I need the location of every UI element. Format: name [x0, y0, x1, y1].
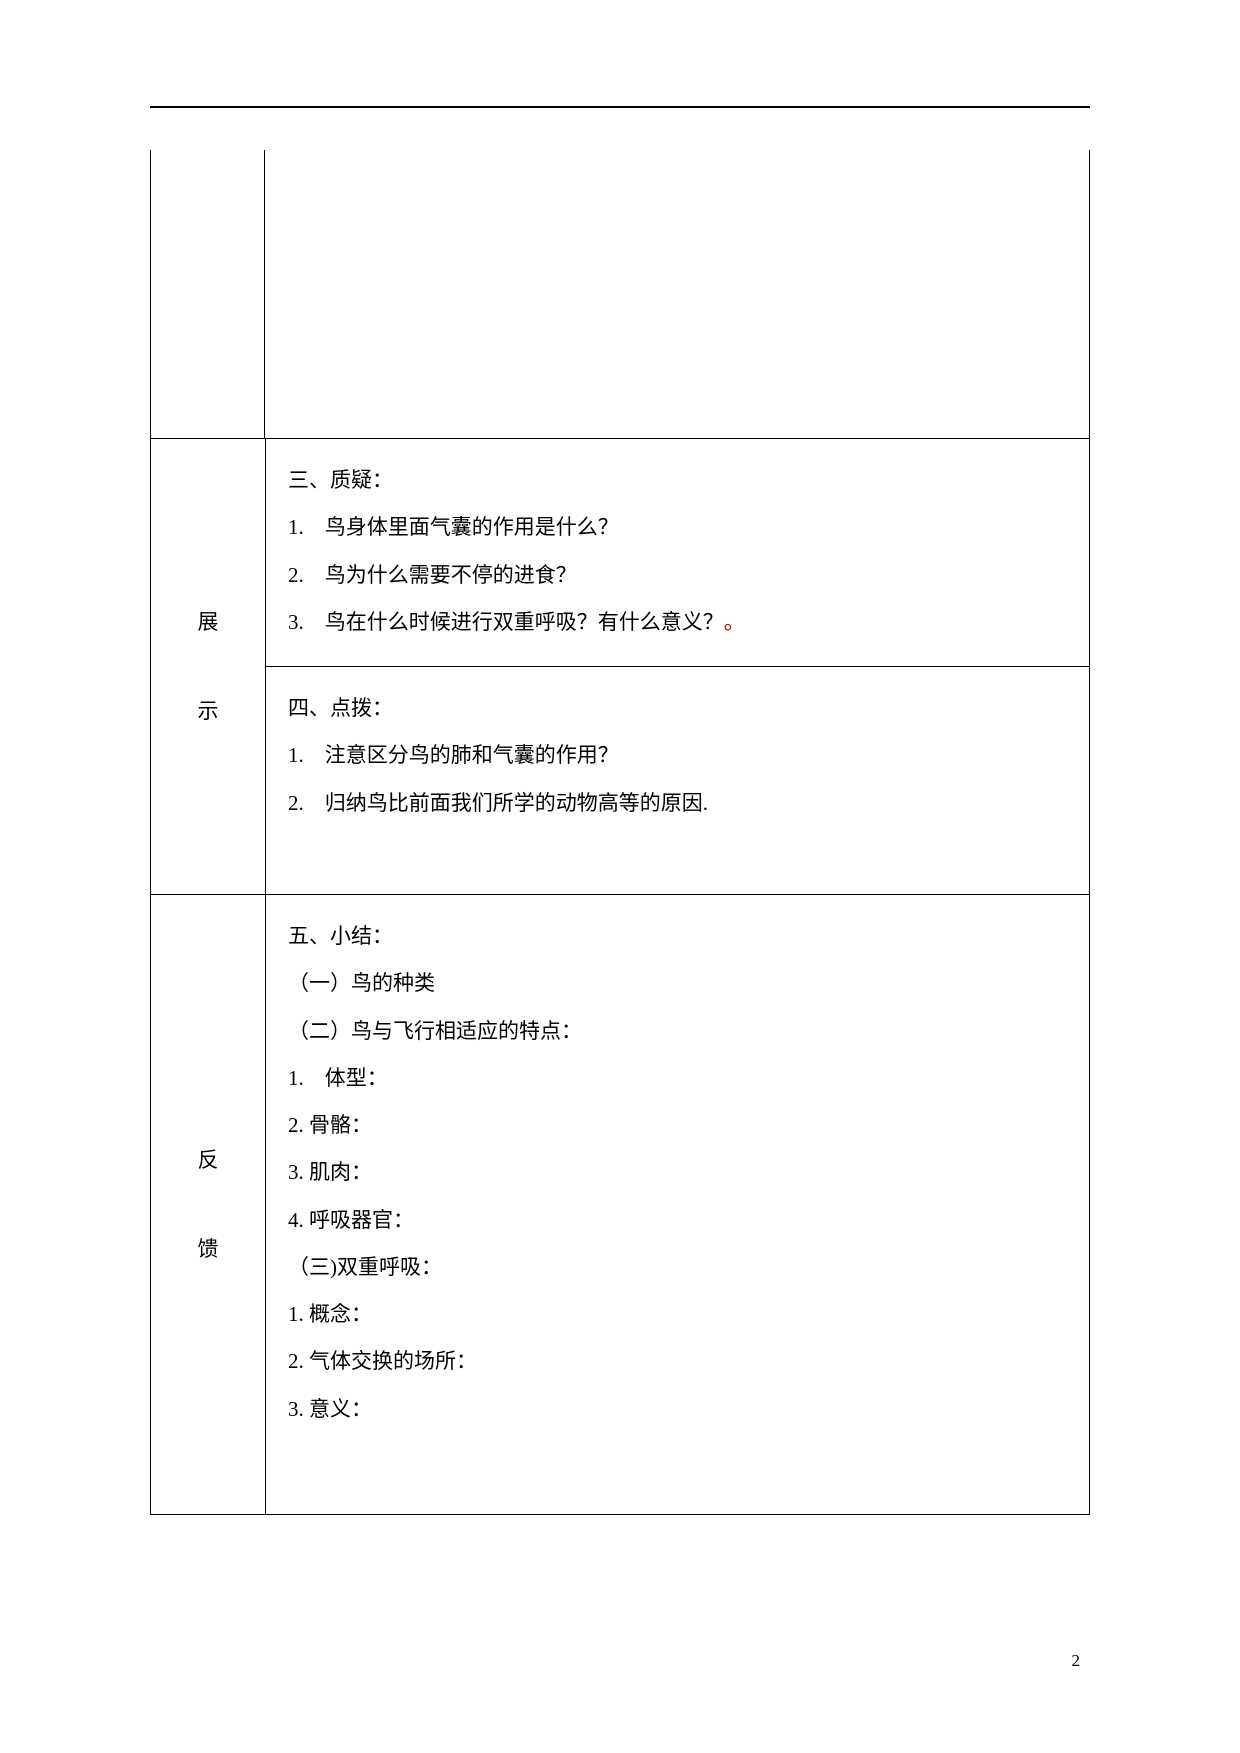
summary-s3: （三)双重呼吸：	[288, 1244, 1067, 1291]
label-feedback-line1: 反	[151, 1138, 265, 1183]
guidance-blank	[288, 827, 1067, 874]
summary-s3-1: 1. 概念：	[288, 1291, 1067, 1338]
summary-s1: （一）鸟的种类	[288, 960, 1067, 1007]
page-root: 展 示 三、质疑： 1. 鸟身体里面气囊的作用是什么？ 2. 鸟为什么需要不停的…	[0, 0, 1240, 1753]
summary-s2-1: 1. 体型：	[288, 1055, 1067, 1102]
label-display-line2: 示	[151, 689, 265, 734]
lesson-table: 展 示 三、质疑： 1. 鸟身体里面气囊的作用是什么？ 2. 鸟为什么需要不停的…	[150, 438, 1090, 1515]
summary-s3-3: 3. 意义：	[288, 1386, 1067, 1433]
question-3-dot: 。	[724, 610, 745, 634]
question-3-text: 3. 鸟在什么时候进行双重呼吸？有什么意义？	[288, 610, 724, 634]
block-questions: 三、质疑： 1. 鸟身体里面气囊的作用是什么？ 2. 鸟为什么需要不停的进食？ …	[266, 439, 1089, 667]
question-2: 2. 鸟为什么需要不停的进食？	[288, 552, 1067, 599]
label-feedback: 反 馈	[151, 895, 266, 1515]
summary-s2-2: 2. 骨骼：	[288, 1102, 1067, 1149]
summary-s2-3: 3. 肌肉：	[288, 1149, 1067, 1196]
table-fragment-left-border	[150, 150, 151, 438]
guidance-2: 2. 归纳鸟比前面我们所学的动物高等的原因.	[288, 780, 1067, 827]
page-number: 2	[1072, 1651, 1081, 1671]
label-feedback-line2: 馈	[151, 1227, 265, 1272]
header-rule	[150, 106, 1090, 108]
summary-s2-4: 4. 呼吸器官：	[288, 1197, 1067, 1244]
heading-summary: 五、小结：	[288, 913, 1067, 960]
heading-guidance: 四、点拨：	[288, 685, 1067, 732]
content-feedback: 五、小结： （一）鸟的种类 （二）鸟与飞行相适应的特点： 1. 体型： 2. 骨…	[266, 895, 1090, 1515]
content-display: 三、质疑： 1. 鸟身体里面气囊的作用是什么？ 2. 鸟为什么需要不停的进食？ …	[266, 439, 1090, 895]
label-display: 展 示	[151, 439, 266, 895]
question-3: 3. 鸟在什么时候进行双重呼吸？有什么意义？。	[288, 599, 1067, 646]
summary-blank	[288, 1433, 1067, 1480]
table-fragment-right-border	[1089, 150, 1090, 438]
summary-s3-2: 2. 气体交换的场所：	[288, 1338, 1067, 1385]
question-1: 1. 鸟身体里面气囊的作用是什么？	[288, 504, 1067, 551]
display-inner-table: 三、质疑： 1. 鸟身体里面气囊的作用是什么？ 2. 鸟为什么需要不停的进食？ …	[266, 439, 1089, 894]
row-feedback: 反 馈 五、小结： （一）鸟的种类 （二）鸟与飞行相适应的特点： 1. 体型： …	[151, 895, 1090, 1515]
summary-s2: （二）鸟与飞行相适应的特点：	[288, 1008, 1067, 1055]
heading-questions: 三、质疑：	[288, 457, 1067, 504]
table-fragment-divider	[264, 150, 265, 438]
label-display-line1: 展	[151, 600, 265, 645]
block-guidance: 四、点拨： 1. 注意区分鸟的肺和气囊的作用？ 2. 归纳鸟比前面我们所学的动物…	[266, 667, 1089, 895]
row-display: 展 示 三、质疑： 1. 鸟身体里面气囊的作用是什么？ 2. 鸟为什么需要不停的…	[151, 439, 1090, 895]
guidance-1: 1. 注意区分鸟的肺和气囊的作用？	[288, 732, 1067, 779]
